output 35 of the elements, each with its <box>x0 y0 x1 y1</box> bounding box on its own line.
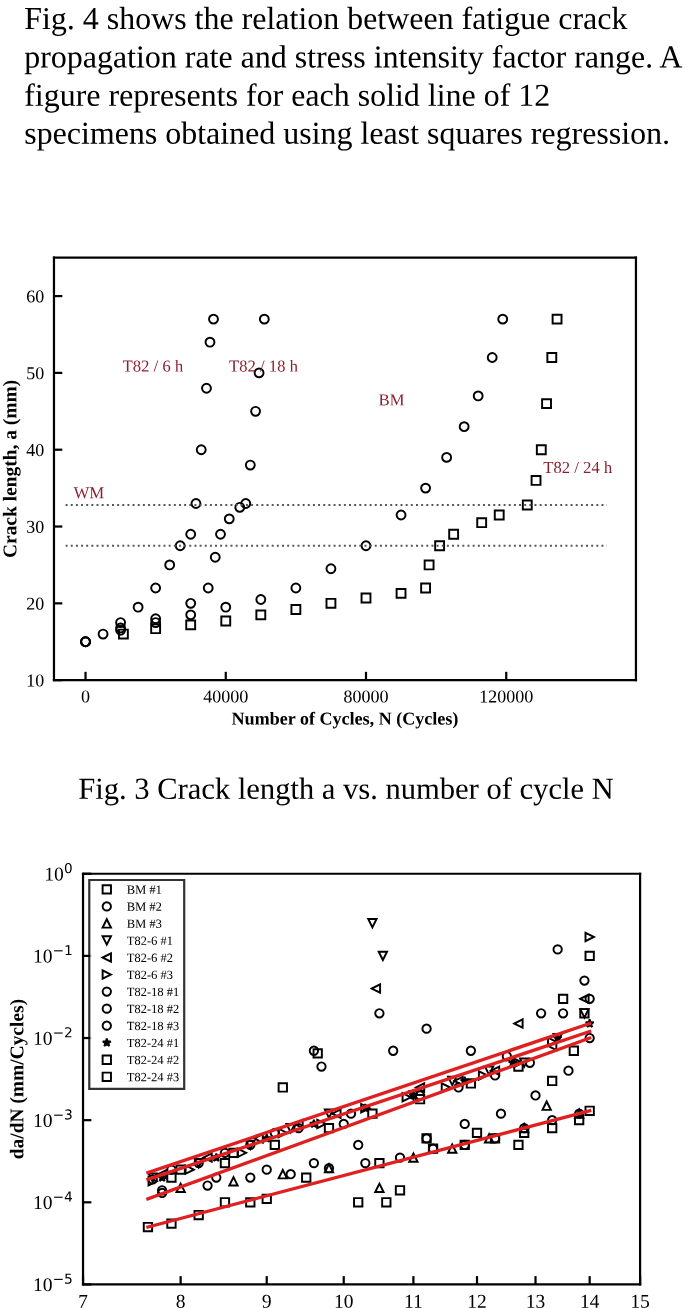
y-tick-label: 50 <box>27 367 44 380</box>
x-tick-label: 14 <box>581 1294 600 1308</box>
y-tick-label: 10$^{−2}$ <box>34 1027 72 1045</box>
caption: Fig. 3 Crack length a vs. number of cycle N <box>79 777 614 806</box>
x-tick-label: 7 <box>79 1294 88 1308</box>
x-tick-label: 13 <box>527 1294 545 1308</box>
annotation: T82 / 24 h <box>543 461 613 474</box>
y-tick-label: 60 <box>26 290 44 303</box>
annotation: WM <box>73 487 104 499</box>
x-tick-label: 9 <box>262 1294 271 1308</box>
y-tick-label: 20 <box>26 597 44 610</box>
y-tick-label: 40 <box>26 443 44 457</box>
y-tick-label: 10 <box>27 674 44 687</box>
annotation: T82 / 18 h <box>229 359 298 372</box>
annotation: BM <box>379 394 404 406</box>
y-tick-label: 10$^{−1}$ <box>34 945 72 963</box>
x-tick-label: 11 <box>405 1294 422 1308</box>
x-tick-label: 12 <box>468 1294 486 1308</box>
x-tick-label: 15 <box>632 1294 650 1308</box>
caption: Fig. 4 shows the relation between fatigue crack propagation rate and stress intensity factor range. A figure represents for each solid line of 12 specimens obtained using least squares regression. <box>24 6 683 151</box>
x-axis-title: Number of Cycles, N (Cycles) <box>231 711 458 729</box>
y-tick-label: 10$^{0}$ <box>46 862 72 881</box>
x-tick-label: 80000 <box>344 690 388 703</box>
y-tick-label: 10$^{−5}$ <box>34 1273 72 1292</box>
x-tick-label: 0 <box>81 690 90 703</box>
y-axis-title: da/dN (mm/Cycles) <box>9 999 28 1159</box>
x-tick-label: 120000 <box>480 690 533 703</box>
annotation: T82 / 6 h <box>122 359 184 372</box>
x-tick-label: 40000 <box>203 690 248 703</box>
y-tick-label: 30 <box>27 520 44 533</box>
y-tick-label: 10$^{−4}$ <box>34 1191 72 1210</box>
y-axis-title: Crack length, a (mm) <box>2 380 21 558</box>
x-tick-label: 8 <box>176 1294 185 1308</box>
y-tick-label: 10$^{−3}$ <box>34 1109 72 1128</box>
x-tick-label: 10 <box>335 1294 353 1308</box>
